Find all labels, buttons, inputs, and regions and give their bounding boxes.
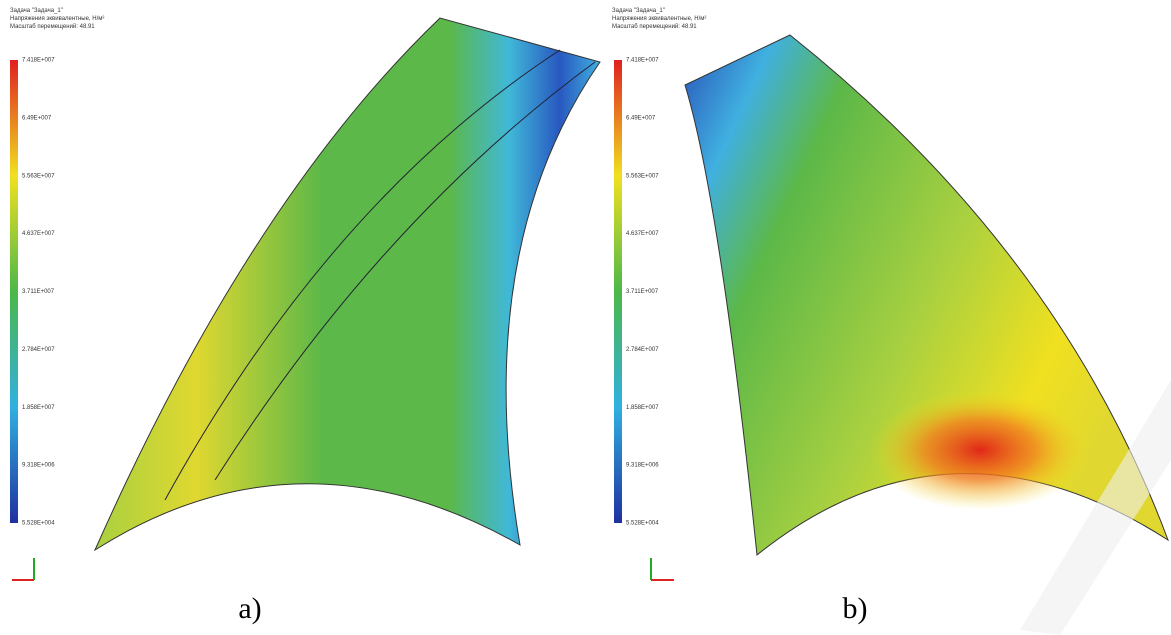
legend-label: 1.858E+007 [22, 405, 55, 411]
header-line: Задача "Задача_1" [612, 8, 665, 14]
header-line: Задача "Задача_1" [10, 8, 63, 14]
header-line: Масштаб перемещений: 48.91 [612, 23, 697, 30]
legend-label: 2.784E+007 [22, 347, 55, 353]
header-line: Напряжения эквивалентные, Н/м² [612, 16, 706, 22]
legend-label: 4.637E+007 [22, 231, 55, 237]
legend-label: 5.528E+004 [626, 521, 659, 527]
caption: b) [843, 592, 868, 625]
legend-label: 5.563E+007 [626, 173, 659, 179]
figure: Задача "Задача_1" Напряжения эквивалентны… [0, 0, 1171, 635]
legend-label: 6.49E+007 [626, 115, 656, 121]
header-line: Напряжения эквивалентные, Н/м² [10, 16, 104, 22]
legend-label: 6.49E+007 [22, 115, 52, 121]
axis-triad [12, 558, 34, 580]
legend-label: 7.418E+007 [626, 58, 659, 64]
colorbar [10, 60, 18, 523]
legend-label: 4.637E+007 [626, 231, 659, 237]
axis-triad [651, 558, 674, 580]
legend-label: 5.528E+004 [22, 521, 55, 527]
legend-label: 1.858E+007 [626, 405, 659, 411]
legend-label: 3.711E+007 [626, 289, 659, 295]
legend-label: 9.318E+006 [22, 463, 55, 469]
header-line: Масштаб перемещений: 48.91 [10, 23, 95, 30]
caption: a) [238, 592, 261, 625]
legend-label: 7.418E+007 [22, 58, 55, 64]
legend-label: 9.318E+006 [626, 463, 659, 469]
stress-hotspot [870, 390, 1090, 510]
legend-label: 5.563E+007 [22, 173, 55, 179]
colorbar [614, 60, 622, 523]
legend-label: 3.711E+007 [22, 289, 55, 295]
legend-label: 2.784E+007 [626, 347, 659, 353]
part-shape [95, 18, 600, 550]
